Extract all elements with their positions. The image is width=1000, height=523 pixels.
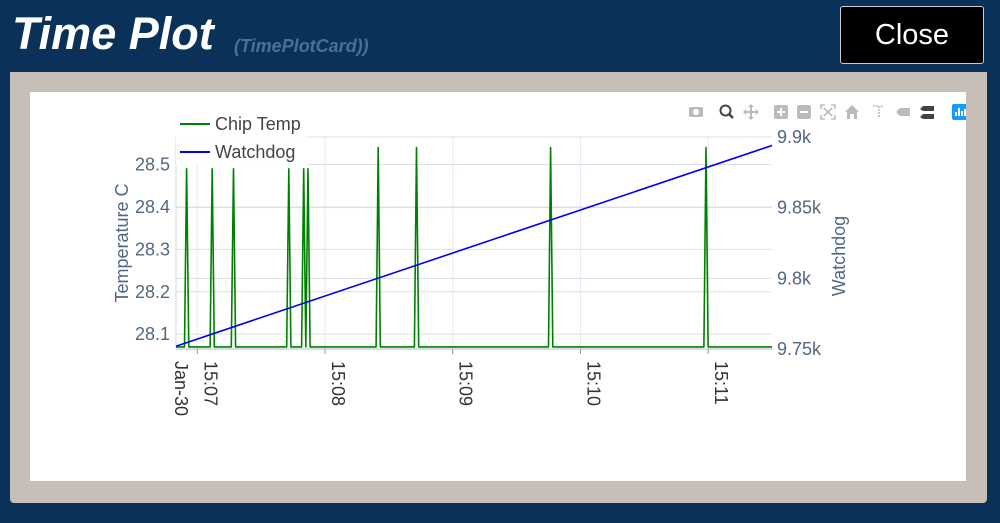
y-left-tick-label: 28.3 xyxy=(135,239,170,259)
time-plot-chart[interactable]: 28.1 28.2 28.3 28.4 28.5 9.75k 9.8k 9.85k 9.9k 15… xyxy=(30,92,968,481)
x-tick-label: 15:11 xyxy=(711,361,731,405)
zoom-in-icon[interactable] xyxy=(774,105,788,119)
camera-icon[interactable] xyxy=(689,107,703,117)
close-button[interactable]: Close xyxy=(840,6,984,64)
x-tick-label: 15:08 xyxy=(328,361,348,406)
y-left-tick-label: 28.1 xyxy=(135,324,170,344)
x-tick-label: 15:07 xyxy=(200,361,220,406)
title-bar: Time Plot (TimePlotCard)) Close xyxy=(0,0,1000,72)
y-right-tick-label: 9.8k xyxy=(777,268,812,288)
y-right-tick-label: 9.85k xyxy=(777,198,822,218)
y-right-tick-label: 9.75k xyxy=(777,339,822,359)
hover-closest-icon[interactable] xyxy=(896,108,910,116)
plotly-logo-bars xyxy=(955,108,966,116)
pan-icon[interactable] xyxy=(743,104,759,120)
card-body: 28.1 28.2 28.3 28.4 28.5 9.75k 9.8k 9.85k 9.9k 15… xyxy=(10,72,987,503)
autoscale-frame xyxy=(820,104,836,120)
y-left-axis-title: Temperature C xyxy=(112,183,132,302)
zoom-lens xyxy=(719,104,732,117)
hover-compare-icon[interactable] xyxy=(920,106,934,119)
spike-shape xyxy=(873,105,884,118)
series-line-chip-temp xyxy=(176,146,772,348)
legend-entry-label: Watchdog xyxy=(215,142,295,162)
x-tick-label: 15:10 xyxy=(583,361,603,406)
y-right-axis-title: Watchdog xyxy=(829,216,849,296)
hover-closest-tag xyxy=(896,108,910,116)
spike-lines-icon[interactable] xyxy=(873,105,884,118)
series-line-watchdog xyxy=(175,144,773,347)
x-date-label: Jan-30 xyxy=(171,361,191,416)
zoom-handle xyxy=(728,113,734,119)
legend-entry-label: Chip Temp xyxy=(215,114,301,134)
legend-box xyxy=(176,109,308,165)
y-right-tick-label: 9.9k xyxy=(777,127,812,147)
y-left-tick-label: 28.5 xyxy=(135,155,170,175)
zoom-in-plus xyxy=(777,108,785,116)
x-tick-label: 15:09 xyxy=(456,361,476,406)
card-title: Time Plot xyxy=(12,8,214,59)
card-subtitle: (TimePlotCard)) xyxy=(234,36,369,56)
zoom-icon[interactable] xyxy=(719,104,734,119)
plot-container: 28.1 28.2 28.3 28.4 28.5 9.75k 9.8k 9.85k 9.9k 15… xyxy=(30,92,968,481)
hover-compare-tags xyxy=(920,106,934,119)
home-shape xyxy=(845,105,859,119)
autoscale-icon[interactable] xyxy=(820,104,836,120)
y-left-tick-label: 28.2 xyxy=(135,282,170,302)
camera-lens xyxy=(693,109,699,115)
plotly-logo-icon[interactable] xyxy=(952,104,968,120)
y-left-tick-label: 28.4 xyxy=(135,197,170,217)
home-icon[interactable] xyxy=(845,105,859,119)
pan-arrows xyxy=(743,104,759,120)
zoom-out-icon[interactable] xyxy=(797,105,811,119)
